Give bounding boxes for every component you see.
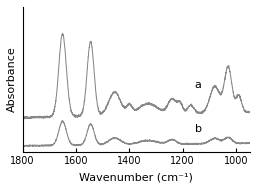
Text: b: b [195, 124, 202, 134]
Text: a: a [195, 80, 202, 90]
Y-axis label: Absorbance: Absorbance [7, 46, 17, 112]
X-axis label: Wavenumber (cm⁻¹): Wavenumber (cm⁻¹) [79, 172, 193, 182]
